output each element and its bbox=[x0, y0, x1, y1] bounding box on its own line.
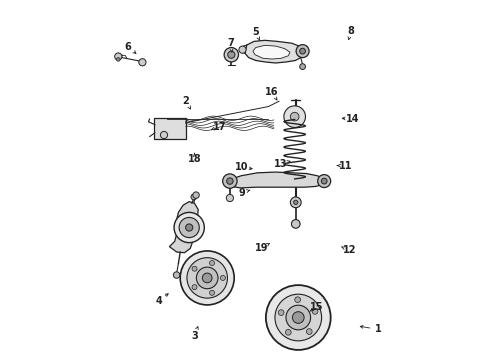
Circle shape bbox=[226, 194, 233, 202]
Polygon shape bbox=[253, 45, 290, 59]
Circle shape bbox=[117, 58, 120, 61]
Circle shape bbox=[293, 312, 304, 323]
Circle shape bbox=[196, 267, 218, 289]
Circle shape bbox=[266, 285, 331, 350]
Text: 12: 12 bbox=[343, 245, 356, 255]
Text: 18: 18 bbox=[188, 154, 201, 164]
Circle shape bbox=[296, 45, 309, 58]
Text: 16: 16 bbox=[265, 87, 279, 97]
Circle shape bbox=[275, 294, 321, 341]
Text: 9: 9 bbox=[238, 188, 245, 198]
Circle shape bbox=[191, 194, 197, 200]
Text: 11: 11 bbox=[339, 161, 352, 171]
Circle shape bbox=[193, 192, 199, 198]
Circle shape bbox=[202, 273, 212, 283]
Text: 8: 8 bbox=[348, 26, 355, 36]
Circle shape bbox=[300, 64, 305, 69]
Circle shape bbox=[321, 178, 327, 184]
Circle shape bbox=[284, 106, 305, 127]
Circle shape bbox=[174, 212, 204, 243]
Circle shape bbox=[187, 258, 227, 298]
Text: 7: 7 bbox=[227, 38, 234, 48]
Circle shape bbox=[173, 272, 180, 278]
Polygon shape bbox=[227, 172, 326, 188]
Circle shape bbox=[292, 220, 300, 228]
Circle shape bbox=[210, 290, 215, 295]
Circle shape bbox=[278, 310, 284, 315]
Text: 6: 6 bbox=[124, 42, 131, 52]
Circle shape bbox=[186, 224, 193, 231]
Circle shape bbox=[286, 305, 311, 330]
Circle shape bbox=[160, 131, 168, 139]
Text: 15: 15 bbox=[310, 302, 324, 312]
Circle shape bbox=[306, 329, 312, 334]
Circle shape bbox=[291, 112, 299, 121]
Circle shape bbox=[115, 53, 122, 60]
Text: 17: 17 bbox=[213, 122, 226, 132]
Circle shape bbox=[222, 174, 237, 188]
Circle shape bbox=[294, 200, 298, 204]
Circle shape bbox=[286, 329, 291, 335]
Circle shape bbox=[318, 175, 331, 188]
Text: 3: 3 bbox=[191, 330, 198, 341]
Circle shape bbox=[180, 251, 234, 305]
Circle shape bbox=[227, 178, 233, 184]
Circle shape bbox=[295, 297, 300, 303]
FancyBboxPatch shape bbox=[154, 118, 186, 139]
Text: 2: 2 bbox=[182, 96, 189, 106]
Circle shape bbox=[139, 59, 146, 66]
Circle shape bbox=[239, 46, 246, 53]
Circle shape bbox=[224, 48, 239, 62]
Circle shape bbox=[220, 275, 225, 280]
Circle shape bbox=[192, 266, 197, 271]
Circle shape bbox=[192, 285, 197, 290]
Circle shape bbox=[210, 261, 215, 266]
Text: 4: 4 bbox=[155, 296, 162, 306]
Circle shape bbox=[179, 217, 199, 238]
Circle shape bbox=[312, 309, 318, 314]
Text: 1: 1 bbox=[375, 324, 382, 334]
Text: 14: 14 bbox=[346, 114, 360, 124]
Circle shape bbox=[291, 197, 301, 208]
Circle shape bbox=[300, 48, 305, 54]
Text: 13: 13 bbox=[274, 159, 288, 169]
Text: 5: 5 bbox=[252, 27, 259, 37]
Polygon shape bbox=[170, 202, 198, 253]
Text: 19: 19 bbox=[254, 243, 268, 253]
Text: 10: 10 bbox=[235, 162, 248, 172]
Polygon shape bbox=[245, 40, 303, 63]
Circle shape bbox=[228, 51, 235, 58]
